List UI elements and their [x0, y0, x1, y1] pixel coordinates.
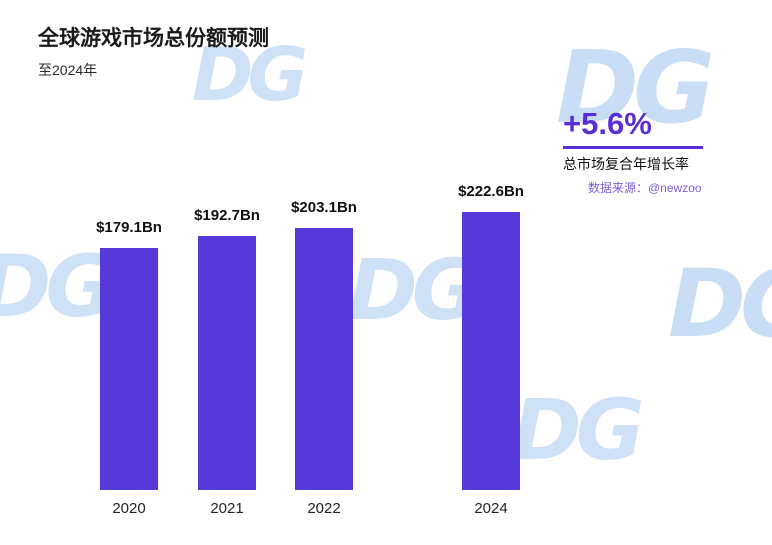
dg-logo-watermark: DG [348, 241, 481, 339]
bar-2020 [100, 248, 158, 490]
bar-value-label: $222.6Bn [458, 183, 524, 200]
page-subtitle: 至2024年 [38, 62, 98, 78]
x-axis-label: 2022 [307, 500, 341, 517]
page-title: 全球游戏市场总份额预测 [38, 27, 269, 50]
bar-2022 [295, 228, 353, 490]
bar-value-label: $192.7Bn [194, 207, 260, 224]
bar-value-label: $203.1Bn [291, 199, 357, 216]
x-axis-label: 2020 [112, 500, 146, 517]
cagr-label: 总市场复合年增长率 [563, 156, 689, 172]
bar-2024 [462, 212, 520, 490]
dg-logo-watermark: DG [192, 32, 308, 118]
bar-2021 [198, 236, 256, 490]
cagr-value: +5.6% [563, 106, 652, 141]
dg-logo-watermark: DG [668, 250, 772, 359]
dg-logo-watermark: DG [556, 29, 715, 146]
data-source-credit: 数据来源：@newzoo [588, 181, 702, 195]
bar-value-label: $179.1Bn [96, 219, 162, 236]
dg-logo-watermark: DG [512, 381, 645, 479]
x-axis-label: 2024 [474, 500, 508, 517]
x-axis-label: 2021 [210, 500, 244, 517]
dg-logo-watermark: DG [0, 237, 116, 337]
cagr-underline [563, 146, 703, 149]
